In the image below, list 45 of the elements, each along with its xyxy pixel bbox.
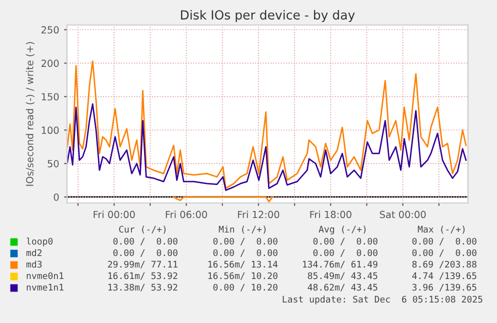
y-tick-label: 150 — [42, 93, 59, 100]
text: Min (-/+) — [218, 226, 266, 234]
text: 4.74 /139.65 — [412, 272, 476, 280]
legend-label: nvme0n1 — [26, 272, 64, 280]
text: 0.00 / 0.00 — [412, 238, 476, 246]
text: 0.00 / 0.00 — [113, 238, 178, 246]
x-tick-label: Fri 18:00 — [310, 210, 352, 218]
text: 29.99m/ 77.11 — [108, 260, 178, 268]
text: 0.00 / 0.00 — [412, 249, 476, 257]
text: 0.00 / 0.00 — [213, 249, 278, 257]
line-series — [67, 103, 467, 191]
text: 13.38m/ 53.92 — [108, 284, 178, 292]
y-tick-label: 0 — [54, 193, 59, 201]
text: 48.62m/ 43.45 — [308, 284, 378, 292]
y-tick-label: 250 — [42, 26, 59, 34]
text: Cur (-/+) — [119, 226, 166, 234]
y-axis-title: IOs/second read (-) / write (+) — [26, 42, 35, 186]
text: 134.76m/ 61.49 — [302, 260, 378, 268]
text: Avg (-/+) — [318, 226, 366, 234]
text: Max (-/+) — [418, 226, 465, 234]
y-tick-label: 100 — [42, 126, 59, 134]
text: 0.00 / 0.00 — [313, 238, 378, 246]
x-tick-label: Fri 00:00 — [94, 210, 135, 218]
x-tick-label: Sat 00:00 — [380, 210, 426, 218]
legend-label: loop0 — [26, 238, 53, 246]
text: 16.61m/ 53.92 — [108, 272, 178, 280]
text: 3.96 /139.65 — [412, 284, 476, 292]
legend-label: md2 — [26, 249, 42, 256]
y-tick-label: 200 — [42, 60, 59, 67]
text: 85.49m/ 43.45 — [308, 272, 378, 280]
chart-title: Disk IOs per device - by day — [181, 10, 355, 22]
text: Last update: Sat Dec 6 05:15:08 2025 — [282, 296, 482, 304]
text: 16.56m/ 13.14 — [208, 260, 278, 268]
text: 16.56m/ 10.20 — [208, 272, 278, 280]
line-series — [67, 60, 467, 189]
text: 0.00 / 0.00 — [313, 249, 378, 257]
text: 8.69 /203.88 — [412, 260, 476, 268]
y-tick-label: 50 — [48, 160, 59, 168]
x-tick-label: Fri 12:00 — [238, 210, 280, 218]
text: 0.00 / 0.00 — [213, 238, 278, 246]
legend-label: md3 — [26, 260, 42, 268]
x-tick-label: Fri 06:00 — [166, 210, 207, 218]
text: 0.00 / 10.20 — [213, 284, 278, 292]
text: 0.00 / 0.00 — [113, 249, 178, 257]
legend-label: nvme1n1 — [26, 284, 64, 291]
